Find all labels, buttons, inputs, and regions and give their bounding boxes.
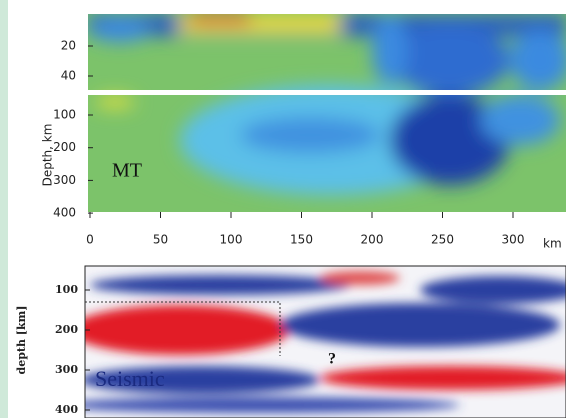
x-tick-label: 50 — [153, 233, 168, 247]
y-tick-label: 100 — [53, 108, 76, 122]
x-tick-label: 150 — [290, 233, 313, 247]
y-tick-label: 300 — [53, 173, 76, 187]
y-tick-label: 200 — [53, 140, 76, 154]
x-unit: km — [543, 237, 562, 251]
y-tick-label: 400 — [55, 403, 78, 416]
y-tick-label: 200 — [55, 323, 78, 336]
x-tick-label: 200 — [361, 233, 384, 247]
seismic-frame — [84, 265, 566, 418]
y-tick-label: 100 — [55, 283, 78, 296]
y-axis-label: Depth, km — [41, 124, 55, 187]
x-tick-label: 0 — [86, 233, 94, 247]
x-tick-label: 100 — [220, 233, 243, 247]
panel-label: MT — [112, 160, 142, 182]
y-tick-label: 400 — [53, 206, 76, 220]
seismic-heatmap — [85, 266, 566, 418]
panel-label: Seismic — [95, 366, 165, 391]
y-axis-label: depth [km] — [15, 306, 28, 375]
annotation: ? — [328, 351, 336, 368]
x-tick-label: 250 — [431, 233, 454, 247]
x-tick-label: 300 — [502, 233, 525, 247]
y-tick-label: 300 — [55, 363, 78, 376]
y-tick-label: 20 — [61, 39, 76, 53]
mt-heatmap — [88, 14, 566, 212]
y-tick-label: 40 — [61, 69, 76, 83]
